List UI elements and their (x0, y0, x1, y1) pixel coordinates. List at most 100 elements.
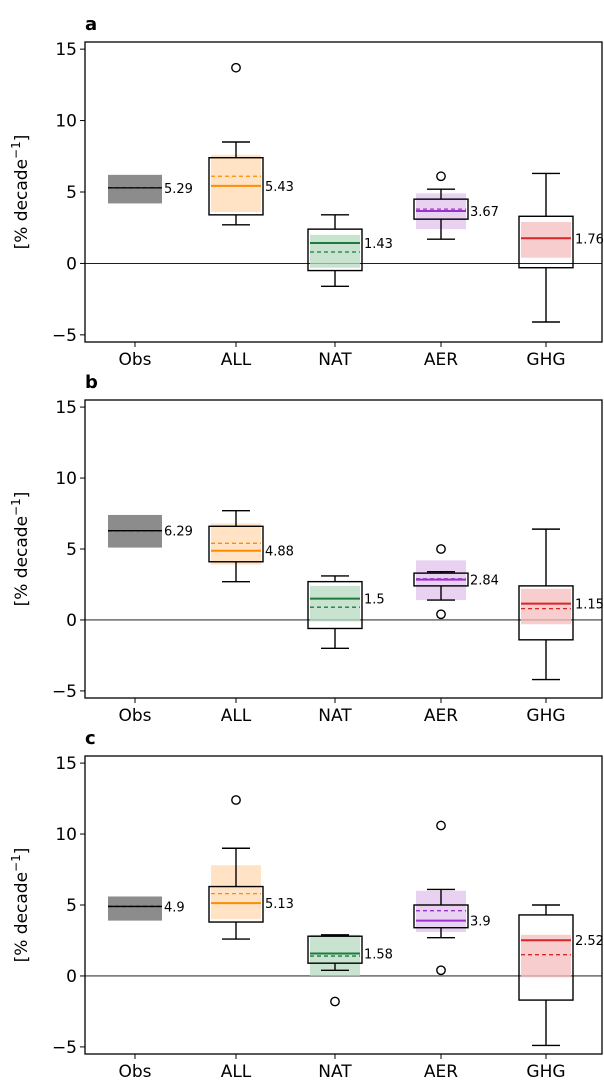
series-all: 4.88 (208, 509, 294, 583)
y-tick-label: 15 (55, 754, 77, 774)
box (307, 580, 363, 630)
uncertainty-band (108, 896, 162, 921)
y-tick-label: −5 (52, 682, 77, 702)
y-tick-label: 0 (66, 967, 77, 987)
x-tick-label: AER (424, 706, 458, 726)
y-tick-label: 0 (66, 254, 77, 274)
series-all: 5.13 (208, 795, 294, 940)
y-axis-label: [% decade−1] (9, 848, 32, 963)
series-aer: 3.67 (413, 171, 499, 240)
y-axis-label-exponent: −1 (9, 141, 23, 159)
outlier-point (436, 965, 446, 976)
y-tick-label: −5 (52, 326, 77, 346)
median-value-label: 5.29 (164, 182, 193, 197)
y-axis-label-close: ] (12, 848, 32, 855)
median-value-label: 5.13 (265, 897, 294, 912)
box (413, 904, 469, 929)
plot-frame (84, 755, 603, 1055)
uncertainty-band (521, 934, 571, 978)
series-obs: 5.29 (108, 174, 193, 204)
y-axis-label-exponent: −1 (9, 854, 23, 872)
outlier-point (330, 996, 340, 1007)
median-value-label: 3.9 (470, 915, 491, 930)
uncertainty-band (211, 523, 261, 565)
plot-frame (84, 399, 603, 699)
y-tick-label: 5 (66, 540, 77, 560)
median-value-label: 1.43 (364, 237, 393, 252)
box (518, 585, 574, 641)
median-value-label: 4.9 (164, 900, 185, 915)
series-ghg: 1.15 (518, 528, 604, 681)
y-tick-label: 0 (66, 611, 77, 631)
median-value-label: 2.84 (470, 574, 499, 589)
box (307, 228, 363, 272)
box (413, 198, 469, 220)
y-tick-label: 5 (66, 183, 77, 203)
y-tick-label: 15 (55, 40, 77, 60)
series-nat: 1.58 (307, 934, 393, 1007)
x-tick-label: Obs (118, 1062, 151, 1080)
outlier-point (436, 171, 446, 182)
y-axis-label-close: ] (12, 492, 32, 499)
uncertainty-band (108, 174, 162, 204)
y-axis-label-close: ] (12, 135, 32, 142)
box (307, 935, 363, 964)
uncertainty-band (521, 222, 571, 258)
y-axis-label-text: [% decade (12, 159, 32, 249)
x-tick-label: AER (424, 350, 458, 370)
series-all: 5.43 (208, 62, 294, 226)
median-value-label: 1.58 (364, 948, 393, 963)
box (208, 525, 264, 563)
series-nat: 1.5 (307, 575, 385, 650)
outlier-point (436, 544, 446, 554)
panel-label: c (85, 728, 96, 749)
uncertainty-band (310, 234, 360, 268)
y-tick-label: 15 (55, 398, 77, 418)
box (518, 215, 574, 269)
x-tick-label: ALL (221, 1062, 252, 1080)
median-value-label: 4.88 (265, 545, 294, 560)
x-tick-label: NAT (318, 1062, 352, 1080)
median-value-label: 1.15 (575, 598, 604, 613)
median-value-label: 6.29 (164, 525, 193, 540)
x-tick-label: GHG (526, 1062, 565, 1080)
box (208, 885, 264, 923)
x-tick-label: NAT (318, 706, 352, 726)
box (413, 572, 469, 587)
x-tick-label: NAT (318, 350, 352, 370)
median-value-label: 1.76 (575, 232, 604, 247)
series-obs: 6.29 (108, 514, 193, 548)
median-value-label: 1.5 (364, 593, 385, 608)
panel-label: b (85, 372, 98, 393)
uncertainty-band (310, 585, 360, 622)
x-tick-label: ALL (221, 706, 252, 726)
plot-frame (84, 41, 603, 343)
x-tick-label: GHG (526, 706, 565, 726)
x-tick-label: GHG (526, 350, 565, 370)
panel-c: c −5 0 5 10 15 [% decade−1] 4.9 Obs 5.13 ALL 1.58 NA… (9, 728, 604, 1080)
y-tick-label: 10 (55, 112, 77, 132)
y-axis-label-text: [% decade (12, 872, 32, 962)
outlier-point (231, 795, 241, 805)
x-tick-label: Obs (118, 706, 151, 726)
series-aer: 2.84 (413, 544, 499, 620)
series-nat: 1.43 (307, 214, 393, 287)
x-tick-label: ALL (221, 350, 252, 370)
box (208, 157, 264, 216)
outlier-point (231, 62, 241, 73)
outlier-point (436, 609, 446, 620)
y-axis-label: [% decade−1] (9, 492, 32, 607)
median-value-label: 3.67 (470, 205, 499, 220)
panel-a: a −5 0 5 10 15 [% decade−1] 5.29 Obs 5.43 ALL 1.43 N… (9, 14, 604, 370)
series-ghg: 1.76 (518, 172, 604, 323)
series-obs: 4.9 (108, 896, 185, 921)
y-axis-label-text: [% decade (12, 516, 32, 606)
y-tick-label: 10 (55, 469, 77, 489)
uncertainty-band (521, 588, 571, 625)
panel-b: b −5 0 5 10 15 [% decade−1] 6.29 Obs 4.88 ALL 1.5 NA… (9, 372, 604, 726)
y-tick-label: 5 (66, 896, 77, 916)
panel-label: a (85, 14, 97, 35)
y-tick-label: 10 (55, 825, 77, 845)
uncertainty-band (211, 154, 261, 212)
